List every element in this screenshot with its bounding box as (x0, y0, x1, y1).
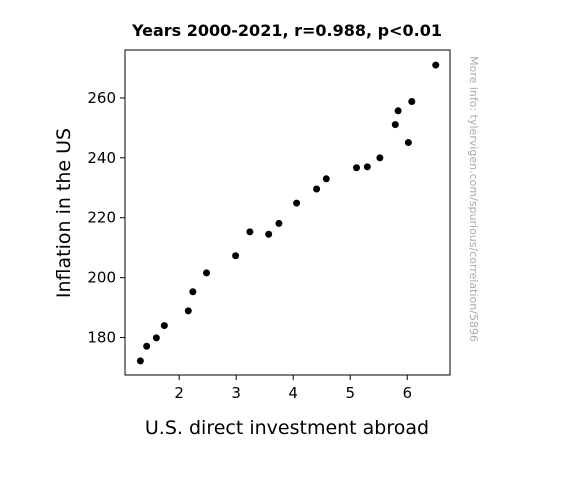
data-point (391, 121, 399, 129)
data-point (408, 98, 416, 106)
y-tick-label: 240 (87, 149, 116, 167)
data-point (152, 334, 160, 342)
data-point (376, 154, 384, 162)
data-point (404, 139, 412, 147)
data-point (313, 185, 321, 193)
x-tick-label: 3 (231, 384, 241, 402)
chart-title: Years 2000-2021, r=0.988, p<0.01 (131, 21, 442, 40)
y-tick-label: 260 (87, 89, 116, 107)
y-axis: 180 200 220 240 260 (87, 89, 125, 347)
data-point (203, 269, 211, 277)
data-point (232, 252, 240, 260)
x-tick-label: 4 (288, 384, 298, 402)
data-point (432, 61, 440, 69)
data-point (394, 107, 402, 115)
data-point (322, 175, 330, 183)
data-point (246, 228, 254, 236)
data-point (363, 163, 371, 171)
y-axis-label: Inflation in the US (53, 128, 75, 298)
plot-area (124, 49, 451, 376)
x-axis: 2 3 4 5 6 (174, 375, 412, 402)
x-tick-label: 5 (345, 384, 355, 402)
data-point (184, 307, 192, 315)
y-tick-label: 180 (87, 329, 116, 347)
y-tick-label: 200 (87, 269, 116, 287)
watermark-text: More info: tylervigen.com/spurious/corre… (467, 56, 480, 342)
x-tick-label: 2 (174, 384, 184, 402)
data-point (160, 322, 168, 330)
y-tick-label: 220 (87, 209, 116, 227)
data-point (189, 288, 197, 296)
data-point (143, 342, 151, 350)
x-axis-label: U.S. direct investment abroad (145, 417, 429, 439)
data-point (293, 199, 301, 207)
data-point (265, 230, 273, 238)
data-point (275, 219, 283, 227)
data-points (136, 61, 440, 365)
data-point (136, 357, 144, 365)
data-point (352, 164, 360, 172)
x-tick-label: 6 (402, 384, 412, 402)
